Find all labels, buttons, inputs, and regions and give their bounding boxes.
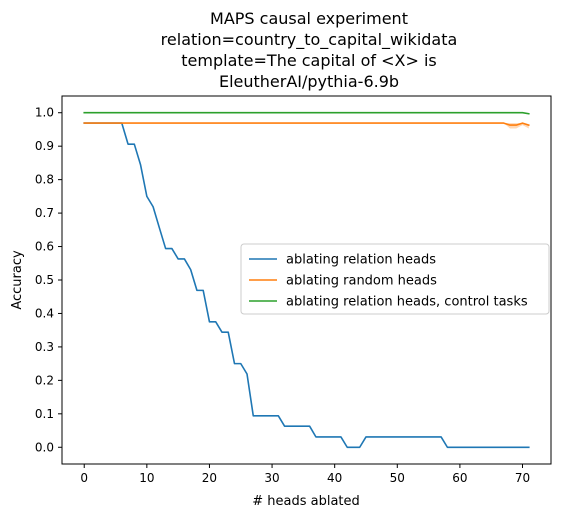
x-tick-label: 10 xyxy=(139,471,154,485)
series-band-1 xyxy=(84,123,529,129)
chart-title: MAPS causal experiment relation=country_… xyxy=(161,9,458,91)
x-tick-label: 0 xyxy=(80,471,88,485)
y-tick-label: 0.4 xyxy=(35,306,54,320)
x-axis-ticks: 0 10 20 30 40 50 60 70 xyxy=(80,464,530,485)
y-tick-label: 0.8 xyxy=(35,173,54,187)
x-tick-label: 40 xyxy=(327,471,342,485)
y-tick-label: 0.3 xyxy=(35,340,54,354)
title-line-3: template=The capital of <X> is xyxy=(181,51,436,70)
legend: ablating relation heads ablating random h… xyxy=(240,243,550,315)
series-line-0 xyxy=(83,122,530,449)
title-line-2: relation=country_to_capital_wikidata xyxy=(161,30,458,50)
y-tick-label: 1.0 xyxy=(35,106,54,120)
title-line-4: EleutherAI/pythia-6.9b xyxy=(219,72,399,91)
x-tick-label: 60 xyxy=(452,471,467,485)
series-lines xyxy=(83,111,530,449)
confidence-bands xyxy=(84,123,529,129)
x-tick-label: 20 xyxy=(202,471,217,485)
y-tick-label: 0.5 xyxy=(35,273,54,287)
x-tick-label: 70 xyxy=(515,471,530,485)
series-line-1 xyxy=(83,122,530,127)
y-tick-label: 0.0 xyxy=(35,440,54,454)
y-tick-label: 0.7 xyxy=(35,206,54,220)
legend-label-1: ablating random heads xyxy=(286,274,437,289)
x-axis-label: # heads ablated xyxy=(252,494,360,509)
x-tick-label: 30 xyxy=(264,471,279,485)
y-tick-label: 0.2 xyxy=(35,373,54,387)
series-line-2 xyxy=(83,111,530,115)
y-axis-label: Accuracy xyxy=(10,250,25,310)
legend-label-2: ablating relation heads, control tasks xyxy=(286,295,528,310)
y-tick-label: 0.9 xyxy=(35,139,54,153)
title-line-1: MAPS causal experiment xyxy=(210,9,408,28)
legend-box xyxy=(240,243,550,315)
y-tick-label: 0.6 xyxy=(35,240,54,254)
x-tick-label: 50 xyxy=(390,471,405,485)
y-axis-ticks: 0.0 0.1 0.2 0.3 0.4 0.5 0.6 0.7 0.8 0.9 1.0 xyxy=(35,106,62,454)
y-tick-label: 0.1 xyxy=(35,407,54,421)
legend-label-0: ablating relation heads xyxy=(286,253,436,268)
